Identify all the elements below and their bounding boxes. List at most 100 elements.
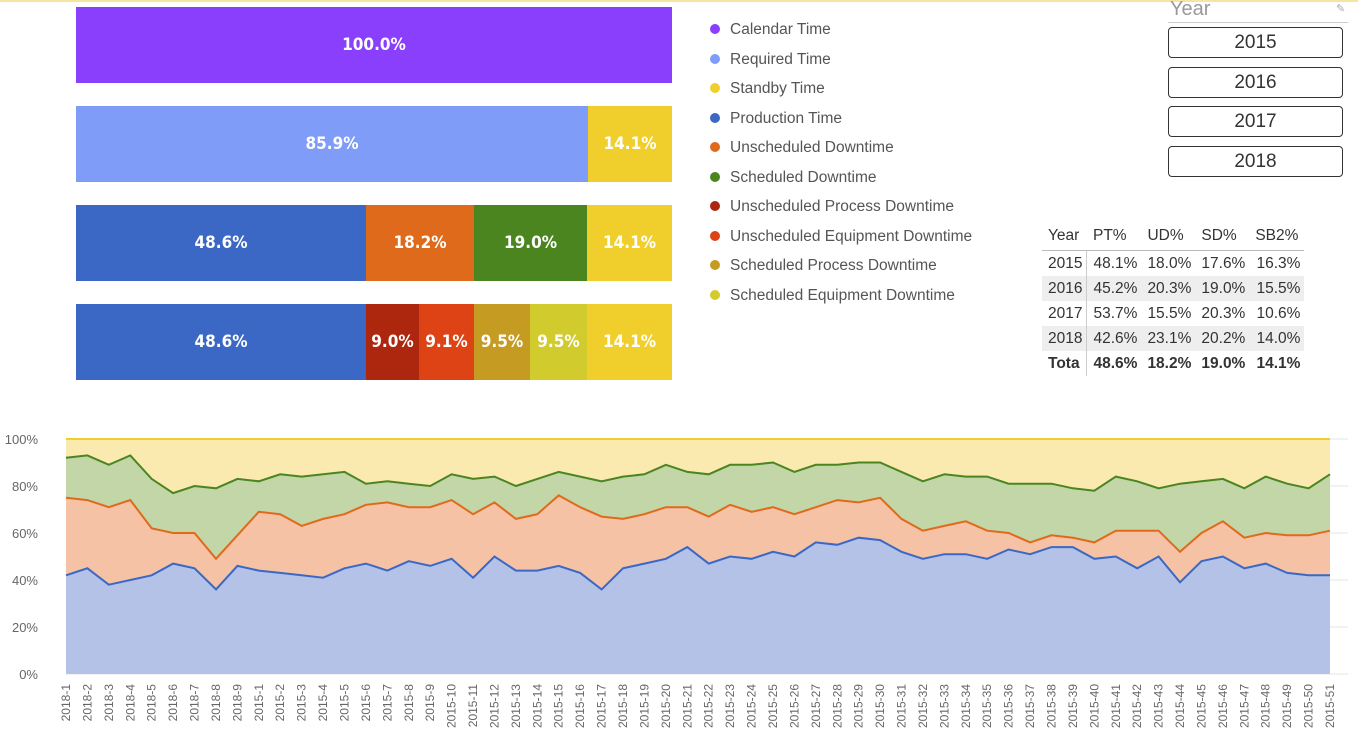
slicer-option-2015[interactable]: 2015 <box>1168 27 1343 58</box>
table-cell: 15.5% <box>1147 304 1192 322</box>
header-year[interactable]: Year <box>1042 222 1087 251</box>
x-tick-label: 2015-35 <box>980 684 994 728</box>
legend-item[interactable]: Standby Time <box>710 79 825 99</box>
bar-segment[interactable]: 14.1% <box>587 304 672 380</box>
legend-marker-icon <box>710 259 720 270</box>
legend-item[interactable]: Scheduled Downtime <box>710 168 876 188</box>
bar-segment[interactable]: 85.9% <box>76 106 588 182</box>
series-line <box>65 536 1330 591</box>
x-tick-label: 2015-42 <box>1130 684 1144 728</box>
legend-marker-icon <box>710 53 720 64</box>
x-tick-label: 2018-4 <box>123 684 137 722</box>
x-tick-label: 2015-47 <box>1237 684 1251 728</box>
table-cell: 45.2% <box>1086 276 1142 301</box>
x-tick-label: 2015-4 <box>316 684 330 722</box>
header-pt[interactable]: PT% <box>1086 222 1142 251</box>
legend-marker-icon <box>710 23 720 34</box>
bar-segment[interactable]: 48.6% <box>76 304 366 380</box>
table-cell: 17.6% <box>1201 254 1246 272</box>
x-tick-label: 2018-7 <box>188 684 202 722</box>
table-cell: 2015 <box>1042 250 1088 276</box>
bar-segment[interactable]: 19.0% <box>474 205 587 281</box>
legend-item[interactable]: Scheduled Equipment Downtime <box>710 286 955 306</box>
eraser-icon[interactable]: ✎ <box>1336 3 1346 15</box>
x-tick-label: 2015-17 <box>595 684 609 728</box>
x-tick-label: 2015-9 <box>423 684 437 722</box>
x-tick-label: 2015-25 <box>766 684 780 728</box>
x-tick-label: 2015-48 <box>1259 684 1273 728</box>
x-tick-label: 2018-8 <box>209 684 223 722</box>
x-tick-label: 2015-13 <box>509 684 523 728</box>
legend-label: Unscheduled Process Downtime <box>730 198 954 215</box>
table-cell: 48.1% <box>1093 254 1138 272</box>
bar-segment[interactable]: 14.1% <box>588 106 672 182</box>
bar-segment[interactable]: 9.5% <box>474 304 530 380</box>
x-tick-label: 2015-8 <box>402 684 416 722</box>
legend-item[interactable]: Unscheduled Equipment Downtime <box>710 227 972 247</box>
bar-row: 100.0% <box>76 7 672 83</box>
table-cell: Tota <box>1042 351 1088 376</box>
y-tick-label: 40% <box>12 573 38 588</box>
table-cell: 53.7% <box>1093 304 1138 322</box>
header-ud[interactable]: UD% <box>1141 222 1196 251</box>
x-tick-label: 2015-40 <box>1087 684 1101 728</box>
stacked-bar-chart: 100.0% 85.9% 14.1% 48.6% 18.2% 19.0% 14.1% 48.6… <box>0 0 700 390</box>
table-cell: 18.0% <box>1147 254 1192 272</box>
slicer-option-2017[interactable]: 2017 <box>1168 106 1343 137</box>
x-tick-label: 2015-43 <box>1152 684 1166 728</box>
x-tick-label: 2015-14 <box>530 684 544 728</box>
summary-table: Year PT% UD% SD% SB2% 2015 48.1% 18.0% 1… <box>1042 222 1305 376</box>
x-tick-label: 2015-46 <box>1216 684 1230 728</box>
legend-marker-icon <box>710 82 720 93</box>
x-tick-label: 2015-2 <box>273 684 287 722</box>
table-cell: 20.3% <box>1141 276 1196 301</box>
bar-segment[interactable]: 9.0% <box>366 304 419 380</box>
x-tick-label: 2015-19 <box>637 684 651 728</box>
x-tick-label: 2015-23 <box>723 684 737 728</box>
x-tick-label: 2015-50 <box>1302 684 1316 728</box>
legend-marker-icon <box>710 112 720 123</box>
legend-item[interactable]: Unscheduled Downtime <box>710 138 894 158</box>
x-tick-label: 2018-5 <box>145 684 159 722</box>
header-sd[interactable]: SD% <box>1195 222 1250 251</box>
header-sb2[interactable]: SB2% <box>1249 222 1305 251</box>
x-tick-label: 2015-37 <box>1023 684 1037 728</box>
y-tick-label: 20% <box>12 620 38 635</box>
bar-segment[interactable]: 100.0% <box>76 7 672 83</box>
x-tick-label: 2015-27 <box>809 684 823 728</box>
x-tick-label: 2018-3 <box>102 684 116 722</box>
x-tick-label: 2015-7 <box>380 684 394 722</box>
x-tick-label: 2015-51 <box>1323 684 1337 728</box>
x-tick-label: 2015-33 <box>937 684 951 728</box>
legend-marker-icon <box>710 171 720 182</box>
slicer-option-2018[interactable]: 2018 <box>1168 146 1343 177</box>
legend-item[interactable]: Production Time <box>710 109 842 129</box>
area-fill <box>66 455 1330 559</box>
table-cell: 18.2% <box>1147 354 1192 372</box>
y-tick-label: 0% <box>19 667 38 682</box>
legend-item[interactable]: Calendar Time <box>710 20 831 40</box>
legend-item[interactable]: Scheduled Process Downtime <box>710 256 937 276</box>
bar-segment[interactable]: 18.2% <box>366 205 474 281</box>
table-cell: 19.0% <box>1195 276 1250 301</box>
table-cell: 23.1% <box>1141 326 1196 351</box>
bar-segment[interactable]: 14.1% <box>587 205 672 281</box>
legend-label: Scheduled Process Downtime <box>730 257 937 274</box>
x-tick-label: 2018-9 <box>230 684 244 722</box>
x-tick-label: 2015-31 <box>895 684 909 728</box>
table-cell: 20.3% <box>1201 304 1246 322</box>
x-tick-label: 2015-26 <box>787 684 801 728</box>
bar-segment[interactable]: 48.6% <box>76 205 366 281</box>
table-cell: 2016 <box>1042 276 1088 301</box>
bar-segment[interactable]: 9.5% <box>530 304 587 380</box>
table-header-row: Year PT% UD% SD% SB2% <box>1042 222 1305 251</box>
table-total-row: Tota 48.6% 18.2% 19.0% 14.1% <box>1042 351 1304 376</box>
stacked-area-chart: 0% 20% 40% 60% 80% 100% 2018-1 2018-2 2018-3 2018… <box>5 432 1348 728</box>
slicer-option-2016[interactable]: 2016 <box>1168 67 1343 98</box>
legend-item[interactable]: Required Time <box>710 50 831 70</box>
legend-item[interactable]: Unscheduled Process Downtime <box>710 197 954 217</box>
x-tick-label: 2015-28 <box>830 684 844 728</box>
table-cell: 15.5% <box>1249 276 1305 301</box>
x-tick-label: 2015-45 <box>1195 684 1209 728</box>
bar-segment[interactable]: 9.1% <box>419 304 474 380</box>
